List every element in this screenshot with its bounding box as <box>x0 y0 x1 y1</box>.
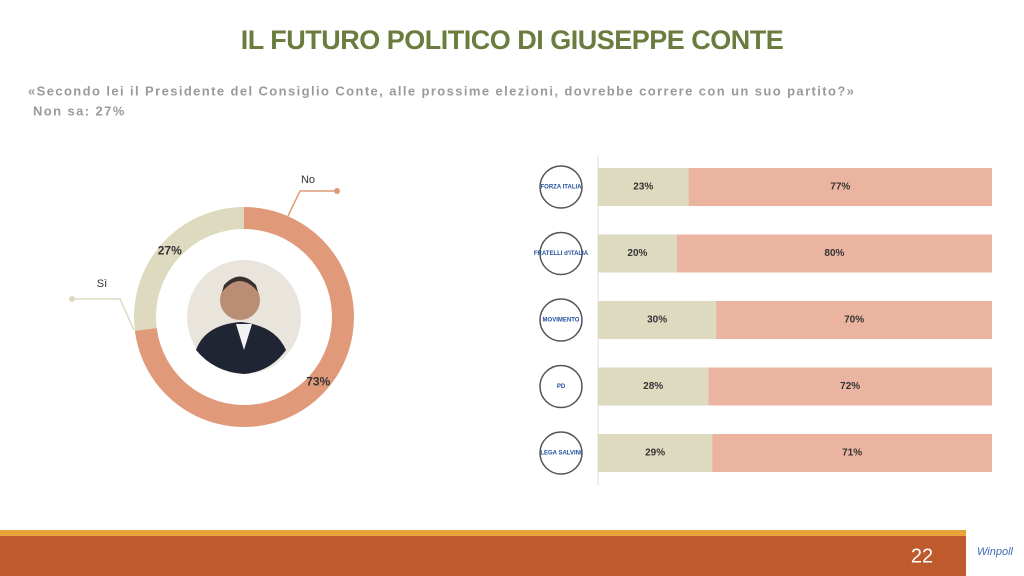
bar-segment <box>598 168 689 206</box>
brand: Winpoll <box>977 546 1014 558</box>
value-label: 73% <box>306 375 330 389</box>
value-label: 77% <box>830 182 850 193</box>
bar-chart: FORZA ITALIA 23% 77% FRATELLI d'ITALIA 20% 80… <box>534 155 992 486</box>
party-logo <box>539 298 583 342</box>
brand-box <box>966 522 1024 576</box>
footer-stripe <box>0 530 1024 536</box>
value-label: 80% <box>824 248 844 259</box>
callout-dot <box>334 188 340 194</box>
party-name: MOVIMENTO <box>543 318 580 324</box>
value-label: 29% <box>645 448 665 459</box>
donut-segment <box>134 207 244 331</box>
value-label: 27% <box>158 244 182 258</box>
footer <box>0 536 1024 576</box>
donut-chart: 73% No 27% Sì <box>69 174 354 427</box>
bar-segment <box>688 168 992 206</box>
bar-segment <box>598 367 709 406</box>
party-logo <box>539 364 583 409</box>
value-label: 70% <box>844 315 864 326</box>
bar-segment <box>598 234 677 273</box>
category-label: Sì <box>97 278 107 290</box>
party-name: LEGA SALVINI <box>540 451 582 457</box>
party-logo <box>539 165 583 209</box>
bar-segment <box>712 434 992 472</box>
subtitle: «Secondo lei il Presidente del Consiglio… <box>28 83 855 98</box>
value-label: 72% <box>840 381 860 392</box>
page-number: 22 <box>911 545 933 567</box>
party-name: FRATELLI d'ITALIA <box>534 251 589 257</box>
value-label: 20% <box>627 248 647 259</box>
photo <box>187 260 301 374</box>
bar-segment <box>708 367 992 406</box>
bar-segment <box>676 234 992 273</box>
slide-title: IL FUTURO POLITICO DI GIUSEPPE CONTE <box>241 25 784 55</box>
callout-dot <box>69 296 75 302</box>
bar-segment <box>598 434 713 472</box>
note: Non sa: 27% <box>33 103 126 118</box>
value-label: 71% <box>842 448 862 459</box>
party-name: FORZA ITALIA <box>541 185 583 191</box>
value-label: 30% <box>647 315 667 326</box>
party-logo <box>539 231 583 276</box>
callout-line <box>72 298 135 331</box>
value-label: 23% <box>633 182 653 193</box>
value-label: 28% <box>643 381 663 392</box>
bar-segment <box>598 301 717 339</box>
callout-line <box>287 190 337 217</box>
category-label: No <box>301 174 315 186</box>
party-name: PD <box>557 384 566 390</box>
bar-segment <box>716 301 992 339</box>
party-logo <box>539 431 583 475</box>
